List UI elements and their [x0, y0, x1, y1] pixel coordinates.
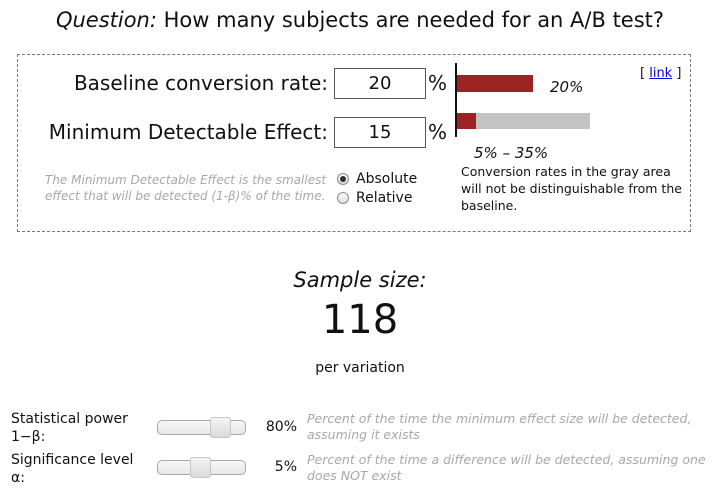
radio-absolute[interactable]: Absolute	[337, 171, 417, 187]
power-slider[interactable]	[157, 417, 246, 438]
gray-area-note: Conversion rates in the gray area will n…	[461, 164, 682, 213]
baseline-bar	[457, 75, 533, 92]
significance-value: 5%	[274, 459, 297, 475]
chart-axis	[455, 63, 457, 137]
link[interactable]: link	[649, 66, 673, 81]
radio-relative[interactable]: Relative	[337, 190, 412, 206]
range-label: 5% – 35%	[474, 144, 549, 162]
sample-size-unit: per variation	[315, 360, 405, 376]
mde-explanation: The Minimum Detectable Effect is the sma…	[45, 173, 327, 203]
mde-percent-sign: %	[428, 120, 448, 144]
mde-input[interactable]	[334, 117, 426, 148]
link-container: [ link ]	[640, 66, 682, 81]
question-label: Question:	[55, 8, 157, 32]
significance-slider-thumb[interactable]	[190, 457, 211, 478]
significance-label: Significance level α:	[11, 452, 134, 486]
input-panel: Baseline conversion rate: % Minimum Dete…	[17, 54, 691, 232]
radio-relative-label: Relative	[356, 190, 413, 206]
power-value: 80%	[265, 419, 297, 435]
baseline-label: Baseline conversion rate:	[73, 71, 328, 95]
significance-description: Percent of the time a difference will be…	[307, 452, 706, 483]
page-title: Question: How many subjects are needed f…	[0, 8, 720, 32]
baseline-input[interactable]	[334, 68, 426, 99]
significance-slider[interactable]	[157, 457, 246, 478]
power-slider-thumb[interactable]	[209, 417, 231, 438]
power-description: Percent of the time the minimum effect s…	[307, 411, 692, 442]
baseline-bar-label: 20%	[550, 78, 584, 96]
radio-absolute-label: Absolute	[356, 171, 418, 187]
indistinguishable-range-bar	[476, 113, 590, 129]
radio-absolute-button[interactable]	[337, 173, 349, 185]
sample-size-title: Sample size:	[293, 268, 427, 292]
sample-size-value: 118	[321, 297, 399, 343]
mde-label: Minimum Detectable Effect:	[48, 120, 328, 144]
power-label: Statistical power 1−β:	[11, 411, 128, 445]
radio-relative-button[interactable]	[337, 192, 349, 204]
baseline-marker-bar	[457, 113, 476, 129]
question-text: How many subjects are needed for an A/B …	[163, 8, 665, 32]
baseline-percent-sign: %	[428, 71, 448, 95]
